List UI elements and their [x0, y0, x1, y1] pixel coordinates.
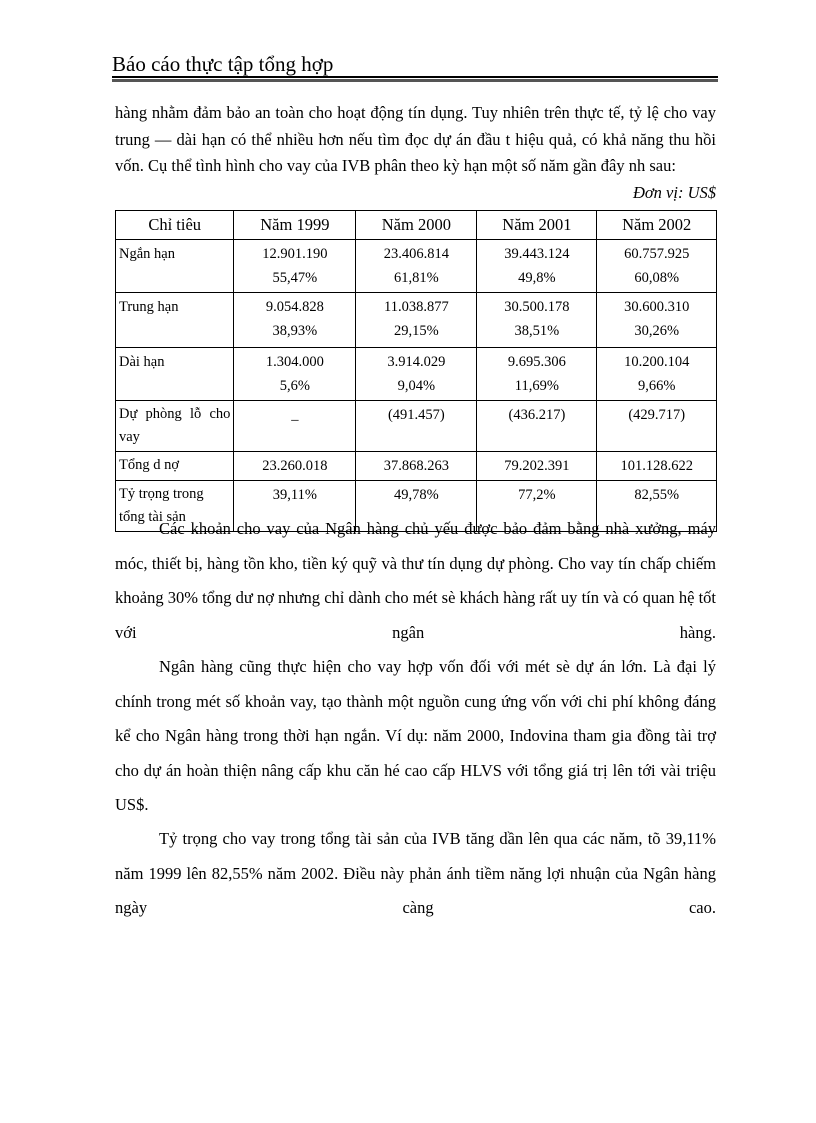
- cell-value: 101.128.622: [620, 458, 693, 474]
- cell-value: 39.443.124: [504, 246, 570, 262]
- cell-value: (429.717): [628, 407, 686, 423]
- cell-percent: 11,69%: [514, 378, 559, 394]
- cell-percent: 30,26%: [634, 323, 680, 339]
- cell-value: 23.260.018: [262, 458, 328, 474]
- paragraph-2: Ngân hàng cũng thực hiện cho vay hợp vốn…: [115, 657, 716, 814]
- cell-value: 9.695.306: [507, 354, 566, 370]
- cell-value: 3.914.029: [387, 354, 446, 370]
- cell-value: 82,55%: [634, 487, 680, 503]
- row-label: Tổng d nợ: [114, 451, 235, 481]
- cell: 79.202.391: [476, 451, 598, 481]
- cell-percent: 38,93%: [272, 323, 318, 339]
- paragraph-3: Tỷ trọng cho vay trong tổng tài sản của …: [115, 829, 716, 917]
- cell: 39,11%: [233, 480, 357, 532]
- column-header: Năm 2002: [596, 210, 717, 240]
- cell: 9.695.306 11,69%: [476, 347, 598, 401]
- cell-percent: 5,6%: [279, 378, 310, 394]
- cell-value: _: [291, 407, 299, 423]
- cell: 3.914.029 9,04%: [355, 347, 478, 401]
- cell-value: (491.457): [387, 407, 445, 423]
- row-label: Dài hạn: [114, 347, 235, 401]
- cell: 1.304.000 5,6%: [233, 347, 357, 401]
- cell: (491.457): [355, 400, 478, 452]
- cell: 23.406.814 61,81%: [355, 239, 478, 293]
- table-row: Tổng d nợ 23.260.018 37.868.263 79.202.391 1…: [114, 451, 717, 481]
- column-header: Năm 2001: [476, 210, 598, 240]
- cell: 82,55%: [596, 480, 717, 532]
- table-row: Tỷ trọng trong tổng tài sản 39,11% 49,78% 7…: [114, 480, 717, 532]
- cell-value: (436.217): [508, 407, 566, 423]
- cell-value: 23.406.814: [383, 246, 449, 262]
- cell-value: 30.600.310: [624, 299, 690, 315]
- cell: 37.868.263: [355, 451, 478, 481]
- cell-percent: 9,66%: [637, 378, 676, 394]
- cell: (436.217): [476, 400, 598, 452]
- cell-value: 11.038.877: [383, 299, 449, 315]
- cell: 23.260.018: [233, 451, 357, 481]
- cell-value: 10.200.104: [624, 354, 690, 370]
- table-row: Ngắn hạn 12.901.190 55,47% 23.406.814 61,81%…: [114, 239, 717, 293]
- cell-percent: 38,51%: [514, 323, 560, 339]
- cell-value: 60.757.925: [624, 246, 690, 262]
- column-header: Năm 2000: [355, 210, 478, 240]
- cell-percent: 60,08%: [634, 270, 680, 286]
- cell-value: 12.901.190: [262, 246, 328, 262]
- page-header-title: Báo cáo thực tập tổng hợp: [112, 52, 334, 76]
- loan-table: Chỉ tiêu Năm 1999 Năm 2000 Năm 2001 Năm 2002…: [114, 210, 717, 532]
- unit-label: Đơn vị: US$: [632, 182, 716, 202]
- cell-percent: 55,47%: [272, 270, 318, 286]
- intro-text: hàng nhằm đảm bảo an toàn cho hoạt động …: [115, 103, 716, 175]
- row-label: Trung hạn: [114, 292, 235, 348]
- row-label: Tỷ trọng trong tổng tài sản: [114, 480, 235, 532]
- cell-percent: 49,8%: [518, 270, 556, 286]
- intro-paragraph: hàng nhằm đảm bảo an toàn cho hoạt động …: [115, 100, 716, 206]
- cell-value: 37.868.263: [383, 458, 449, 474]
- cell-percent: 9,04%: [397, 378, 436, 394]
- cell-value: 30.500.178: [504, 299, 570, 315]
- column-header: Năm 1999: [233, 210, 357, 240]
- cell-value: 9.054.828: [265, 299, 324, 315]
- cell: 30.600.310 30,26%: [596, 292, 717, 348]
- cell-value: 39,11%: [272, 487, 317, 503]
- cell: 39.443.124 49,8%: [476, 239, 598, 293]
- cell-percent: 61,81%: [393, 270, 439, 286]
- cell: 77,2%: [476, 480, 598, 532]
- cell: 49,78%: [355, 480, 478, 532]
- table-row: Trung hạn 9.054.828 38,93% 11.038.877 29,15%…: [114, 292, 717, 348]
- cell: 60.757.925 60,08%: [596, 239, 717, 293]
- header-rule-thick: [112, 79, 718, 82]
- cell: (429.717): [596, 400, 717, 452]
- row-label: Ngắn hạn: [114, 239, 235, 293]
- paragraph-1: Các khoản cho vay của Ngân hàng chủ yếu …: [115, 519, 716, 642]
- cell: 11.038.877 29,15%: [355, 292, 478, 348]
- cell: 9.054.828 38,93%: [233, 292, 357, 348]
- row-label: Dự phòng lỗ cho vay: [114, 400, 235, 452]
- cell-value: 1.304.000: [265, 354, 324, 370]
- table-row: Dự phòng lỗ cho vay _ (491.457) (436.217) (4…: [114, 400, 717, 452]
- table-row: Dài hạn 1.304.000 5,6% 3.914.029 9,04% 9.695.…: [114, 347, 717, 401]
- cell-percent: 29,15%: [393, 323, 439, 339]
- cell-value: 49,78%: [393, 487, 439, 503]
- header-rule: [112, 76, 718, 78]
- cell-value: 79.202.391: [504, 458, 570, 474]
- cell: _: [233, 400, 357, 452]
- cell-value: 77,2%: [518, 487, 556, 503]
- cell: 12.901.190 55,47%: [233, 239, 357, 293]
- column-header: Chỉ tiêu: [114, 210, 235, 240]
- cell: 30.500.178 38,51%: [476, 292, 598, 348]
- cell: 10.200.104 9,66%: [596, 347, 717, 401]
- cell: 101.128.622: [596, 451, 717, 481]
